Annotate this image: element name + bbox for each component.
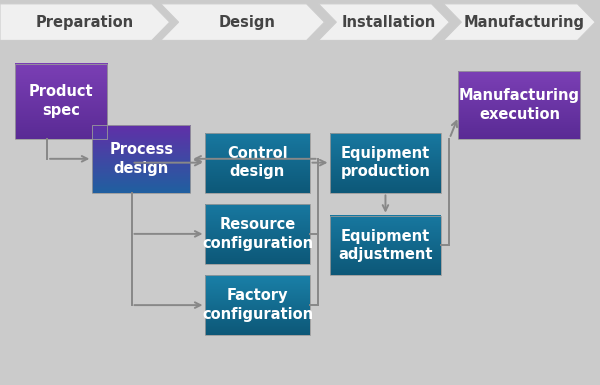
Bar bbox=[331, 133, 440, 192]
Bar bbox=[92, 125, 190, 192]
Text: Equipment
production: Equipment production bbox=[341, 146, 430, 179]
Polygon shape bbox=[0, 4, 170, 40]
Text: Manufacturing: Manufacturing bbox=[463, 15, 584, 30]
Text: Manufacturing
execution: Manufacturing execution bbox=[459, 88, 580, 122]
Text: Product
spec: Product spec bbox=[29, 84, 94, 118]
Bar bbox=[205, 133, 310, 192]
Bar bbox=[331, 216, 440, 275]
Polygon shape bbox=[443, 4, 595, 40]
Polygon shape bbox=[161, 4, 325, 40]
Text: Equipment
adjustment: Equipment adjustment bbox=[338, 229, 433, 262]
Bar bbox=[205, 275, 310, 335]
Text: Design: Design bbox=[218, 15, 275, 30]
Text: Installation: Installation bbox=[341, 15, 436, 30]
Text: Preparation: Preparation bbox=[36, 15, 134, 30]
Text: Factory
configuration: Factory configuration bbox=[202, 288, 313, 322]
Polygon shape bbox=[319, 4, 449, 40]
Bar bbox=[205, 204, 310, 264]
Text: Control
design: Control design bbox=[227, 146, 288, 179]
Text: Process
design: Process design bbox=[109, 142, 173, 176]
Bar bbox=[15, 64, 107, 139]
Text: Resource
configuration: Resource configuration bbox=[202, 217, 313, 251]
Bar bbox=[458, 71, 580, 139]
